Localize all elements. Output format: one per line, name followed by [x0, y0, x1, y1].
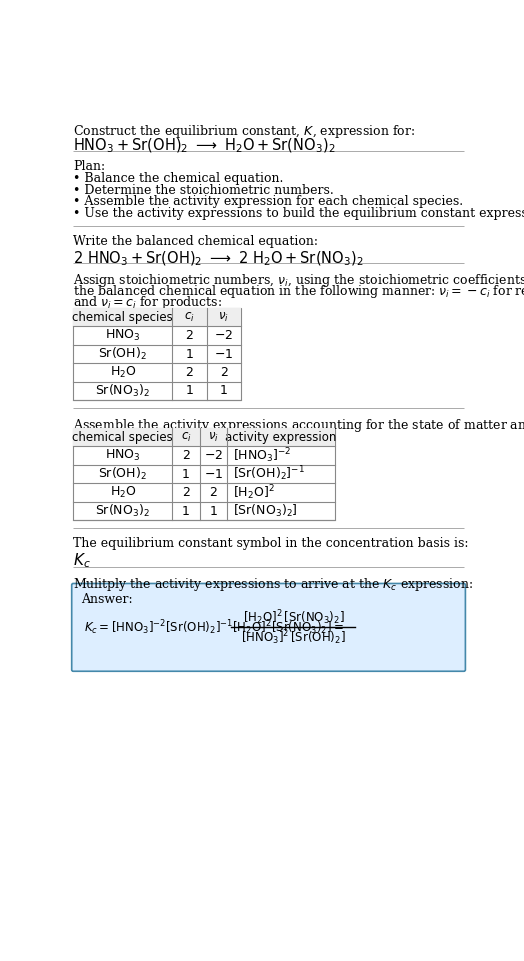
Text: $K_c = [\mathrm{HNO_3}]^{-2}[\mathrm{Sr(OH)_2}]^{-1}[\mathrm{H_2O}]^{2}[\mathrm{: $K_c = [\mathrm{HNO_3}]^{-2}[\mathrm{Sr(…: [84, 618, 344, 637]
Text: chemical species: chemical species: [72, 431, 173, 444]
Text: $c_i$: $c_i$: [181, 431, 191, 444]
Text: chemical species: chemical species: [72, 310, 173, 324]
Text: $\mathrm{HNO_3}$: $\mathrm{HNO_3}$: [105, 328, 140, 343]
Text: $[\mathrm{H_2O}]^2\,[\mathrm{Sr(NO_3)_2}]$: $[\mathrm{H_2O}]^2\,[\mathrm{Sr(NO_3)_2}…: [243, 608, 344, 627]
Text: 2: 2: [182, 486, 190, 499]
Text: • Balance the chemical equation.: • Balance the chemical equation.: [73, 172, 283, 185]
Text: Answer:: Answer:: [81, 593, 133, 605]
Text: $K_c$: $K_c$: [73, 552, 91, 570]
Text: • Determine the stoichiometric numbers.: • Determine the stoichiometric numbers.: [73, 184, 334, 197]
Text: 1: 1: [182, 468, 190, 480]
Text: 1: 1: [209, 505, 217, 518]
Text: 1: 1: [185, 348, 193, 360]
Text: $c_i$: $c_i$: [184, 310, 195, 324]
Text: $\mathrm{Sr(OH)_2}$: $\mathrm{Sr(OH)_2}$: [99, 346, 147, 362]
Bar: [73, 428, 335, 520]
Text: $\mathrm{Sr(NO_3)_2}$: $\mathrm{Sr(NO_3)_2}$: [95, 503, 150, 519]
Text: activity expression: activity expression: [225, 431, 336, 444]
Text: 2: 2: [182, 449, 190, 462]
Text: 2: 2: [185, 366, 193, 379]
Text: $-2$: $-2$: [204, 449, 223, 462]
Text: $\nu_i$: $\nu_i$: [208, 431, 219, 444]
Text: and $\nu_i = c_i$ for products:: and $\nu_i = c_i$ for products:: [73, 294, 222, 311]
Text: $\mathrm{2\ HNO_3 + Sr(OH)_2\ \longrightarrow\ 2\ H_2O + Sr(NO_3)_2}$: $\mathrm{2\ HNO_3 + Sr(OH)_2\ \longright…: [73, 249, 364, 268]
FancyBboxPatch shape: [72, 583, 465, 672]
Text: 1: 1: [220, 384, 227, 398]
Text: Construct the equilibrium constant, $K$, expression for:: Construct the equilibrium constant, $K$,…: [73, 123, 416, 140]
Text: $[\mathrm{Sr(OH)_2}]^{-1}$: $[\mathrm{Sr(OH)_2}]^{-1}$: [233, 465, 305, 483]
Text: Write the balanced chemical equation:: Write the balanced chemical equation:: [73, 235, 318, 249]
Text: The equilibrium constant symbol in the concentration basis is:: The equilibrium constant symbol in the c…: [73, 537, 469, 551]
Text: $\nu_i$: $\nu_i$: [218, 310, 229, 324]
Text: $-2$: $-2$: [214, 329, 233, 342]
Text: 1: 1: [185, 384, 193, 398]
Text: Mulitply the activity expressions to arrive at the $K_c$ expression:: Mulitply the activity expressions to arr…: [73, 576, 474, 593]
Text: 2: 2: [220, 366, 227, 379]
Bar: [73, 308, 241, 400]
Bar: [73, 428, 335, 447]
Text: $[\mathrm{HNO_3}]^2\,[\mathrm{Sr(OH)_2}]$: $[\mathrm{HNO_3}]^2\,[\mathrm{Sr(OH)_2}]…: [241, 628, 346, 647]
Text: Assemble the activity expressions accounting for the state of matter and $\nu_i$: Assemble the activity expressions accoun…: [73, 417, 524, 434]
Text: $[\mathrm{H_2O}]^{2}$: $[\mathrm{H_2O}]^{2}$: [233, 483, 275, 502]
Text: $\mathrm{Sr(NO_3)_2}$: $\mathrm{Sr(NO_3)_2}$: [95, 382, 150, 399]
Text: $\mathrm{Sr(OH)_2}$: $\mathrm{Sr(OH)_2}$: [99, 466, 147, 482]
Text: $[\mathrm{Sr(NO_3)_2}]$: $[\mathrm{Sr(NO_3)_2}]$: [233, 503, 298, 519]
Text: $\mathrm{HNO_3 + Sr(OH)_2\ \longrightarrow\ H_2O + Sr(NO_3)_2}$: $\mathrm{HNO_3 + Sr(OH)_2\ \longrightarr…: [73, 136, 336, 156]
Text: • Use the activity expressions to build the equilibrium constant expression.: • Use the activity expressions to build …: [73, 207, 524, 220]
Text: $\mathrm{HNO_3}$: $\mathrm{HNO_3}$: [105, 448, 140, 463]
Text: $[\mathrm{HNO_3}]^{-2}$: $[\mathrm{HNO_3}]^{-2}$: [233, 446, 291, 465]
Bar: [73, 308, 241, 327]
Text: the balanced chemical equation in the following manner: $\nu_i = -c_i$ for react: the balanced chemical equation in the fo…: [73, 283, 524, 300]
Text: Assign stoichiometric numbers, $\nu_i$, using the stoichiometric coefficients, $: Assign stoichiometric numbers, $\nu_i$, …: [73, 272, 524, 289]
Text: $-1$: $-1$: [214, 348, 233, 360]
Text: $\mathrm{H_2O}$: $\mathrm{H_2O}$: [110, 485, 136, 500]
Text: $\mathrm{H_2O}$: $\mathrm{H_2O}$: [110, 365, 136, 380]
Text: 2: 2: [185, 329, 193, 342]
Text: Plan:: Plan:: [73, 160, 105, 173]
Text: • Assemble the activity expression for each chemical species.: • Assemble the activity expression for e…: [73, 195, 463, 209]
Text: $-1$: $-1$: [203, 468, 223, 480]
Text: 2: 2: [209, 486, 217, 499]
Text: 1: 1: [182, 505, 190, 518]
